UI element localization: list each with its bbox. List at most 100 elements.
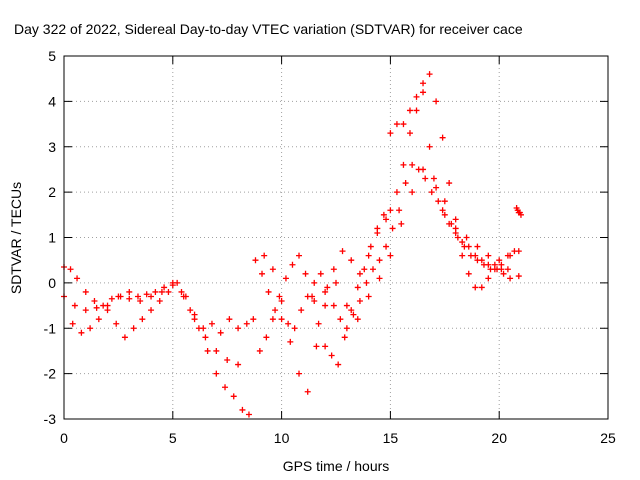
data-point — [507, 275, 514, 282]
data-point — [433, 184, 440, 191]
data-point — [409, 161, 416, 168]
y-tick-label: -1 — [44, 320, 57, 336]
data-point — [387, 130, 394, 137]
data-point — [78, 329, 85, 336]
data-point — [213, 347, 220, 354]
data-point — [263, 334, 270, 341]
x-tick-label: 0 — [60, 430, 68, 446]
data-point — [402, 180, 409, 187]
data-point — [313, 343, 320, 350]
data-point — [426, 143, 433, 150]
data-point — [289, 261, 296, 268]
data-point — [130, 325, 137, 332]
data-point — [91, 298, 98, 305]
data-point — [380, 211, 387, 218]
data-point — [485, 252, 492, 259]
data-point — [115, 293, 122, 300]
data-point — [182, 293, 189, 300]
data-point — [265, 288, 272, 295]
data-point — [333, 279, 339, 286]
data-point — [330, 266, 337, 273]
data-point — [354, 284, 361, 291]
data-point — [296, 252, 303, 259]
data-point — [93, 304, 100, 311]
data-point — [126, 288, 133, 295]
y-tick-label: -3 — [44, 411, 57, 427]
data-point — [317, 270, 324, 277]
y-tick-label: 4 — [48, 93, 56, 109]
series-track-h — [513, 205, 524, 218]
data-point — [230, 393, 237, 400]
data-point — [335, 361, 342, 368]
data-point — [478, 284, 485, 291]
data-point — [430, 175, 437, 182]
data-point — [71, 302, 78, 309]
data-point — [302, 270, 309, 277]
data-point — [507, 252, 514, 259]
data-point — [328, 352, 335, 359]
data-point — [67, 266, 74, 273]
x-axis-label: GPS time / hours — [283, 458, 390, 474]
data-point — [383, 216, 390, 223]
data-point — [322, 288, 329, 295]
data-point — [387, 207, 394, 214]
series-track-a — [61, 263, 252, 418]
data-point — [376, 275, 383, 282]
data-point — [398, 220, 405, 227]
data-point — [374, 229, 381, 236]
data-point — [235, 325, 242, 332]
data-point — [269, 316, 276, 323]
y-tick-labels: -3 -2 -1 0 1 2 3 4 5 — [44, 48, 57, 427]
data-point — [500, 270, 507, 277]
data-point — [204, 347, 211, 354]
data-point — [515, 248, 522, 255]
data-point — [161, 284, 168, 291]
data-point — [439, 207, 446, 214]
data-point — [459, 239, 466, 246]
data-point — [239, 406, 246, 413]
data-point — [420, 80, 427, 87]
data-point — [420, 166, 427, 173]
data-point — [454, 234, 461, 241]
data-point — [252, 257, 259, 264]
data-point — [413, 93, 420, 100]
data-point — [202, 334, 209, 341]
series-track-g — [311, 166, 522, 323]
data-point — [435, 198, 442, 205]
data-point — [269, 266, 276, 273]
data-point — [222, 384, 229, 391]
data-point — [285, 320, 292, 327]
data-point — [174, 279, 181, 286]
data-point — [343, 302, 350, 309]
data-point — [208, 320, 215, 327]
series-track-f — [261, 80, 511, 395]
data-point — [406, 107, 413, 114]
data-point — [311, 279, 318, 286]
data-point — [148, 307, 155, 314]
data-point — [134, 293, 141, 300]
data-point — [87, 325, 94, 332]
x-tick-label: 20 — [491, 430, 507, 446]
data-point — [348, 307, 355, 314]
x-tick-labels: 0 5 10 15 20 25 — [60, 430, 616, 446]
y-tick-label: 3 — [48, 139, 56, 155]
data-point — [363, 279, 370, 286]
data-point — [156, 298, 163, 305]
data-point — [324, 284, 331, 291]
y-axis-label: SDTVAR / TECUs — [8, 182, 24, 294]
x-tick-label: 25 — [600, 430, 616, 446]
data-point — [365, 293, 372, 300]
data-point — [396, 207, 403, 214]
data-point — [339, 248, 346, 255]
data-point — [446, 220, 453, 227]
data-point — [143, 291, 150, 298]
data-point — [356, 270, 363, 277]
data-point — [298, 307, 305, 314]
data-point — [74, 275, 81, 282]
data-point — [452, 216, 459, 223]
data-point — [69, 320, 76, 327]
data-point — [213, 370, 220, 377]
series-track-b — [61, 282, 242, 368]
data-point — [369, 266, 376, 273]
data-point — [187, 307, 194, 314]
